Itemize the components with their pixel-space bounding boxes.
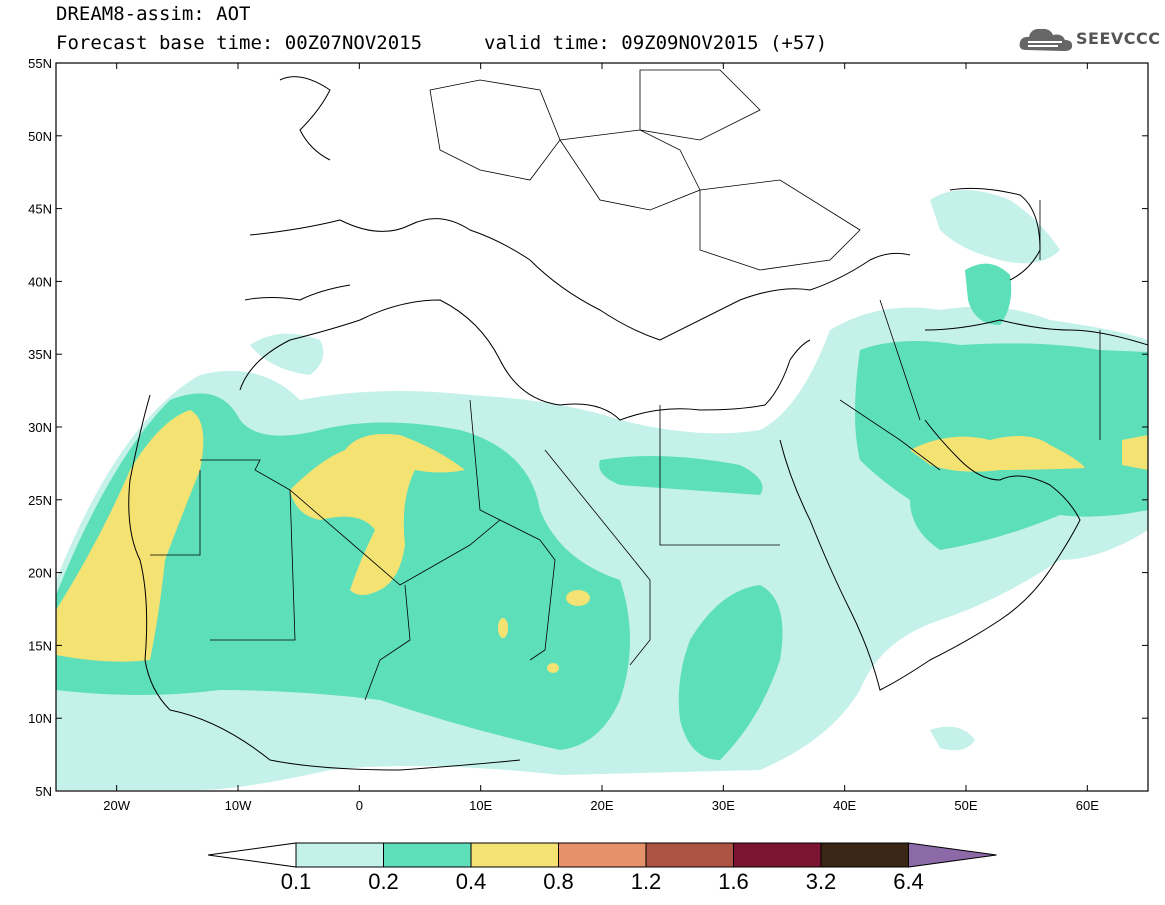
aot-area-0.4: [1122, 435, 1148, 470]
cloud-icon: [1019, 28, 1073, 51]
lat-label: 15N: [28, 638, 52, 653]
logo-text: SEEVCCC: [1076, 29, 1161, 48]
colorbar-under-arrow: [207, 842, 297, 868]
lon-label: 20W: [103, 798, 130, 813]
aot-area-0.4: [498, 618, 508, 638]
lat-label: 45N: [28, 202, 52, 217]
forecast-base-time: Forecast base time: 00Z07NOV2015: [56, 32, 423, 54]
colorbar-swatch: [470, 842, 559, 868]
colorbar-level-label: 0.8: [543, 869, 574, 894]
lon-label: 30E: [712, 798, 735, 813]
aot-area-0.1: [930, 726, 975, 751]
valid-time: valid time: 09Z09NOV2015 (+57): [484, 32, 828, 54]
colorbar-swatch: [645, 842, 734, 868]
aot-area-0.2: [56, 393, 630, 750]
colorbar-swatch: [820, 842, 909, 868]
aot-area-0.1: [250, 333, 324, 375]
colorbar-level-label: 3.2: [806, 869, 837, 894]
lon-label: 10W: [225, 798, 252, 813]
lon-label: 50E: [954, 798, 977, 813]
lat-label: 20N: [28, 566, 52, 581]
colorbar-swatch: [558, 842, 647, 868]
lon-label: 0: [356, 798, 363, 813]
colorbar-over-arrow: [908, 842, 997, 868]
colorbar-swatch: [733, 842, 822, 868]
lat-label: 30N: [28, 420, 52, 435]
aot-area-0.4: [290, 434, 465, 595]
seevccc-logo: SEEVCCC: [1018, 24, 1161, 56]
lon-label: 20E: [590, 798, 613, 813]
aot-field: [56, 69, 1148, 790]
aot-area-0.4: [566, 590, 590, 606]
colorbar-level-label: 1.6: [718, 869, 749, 894]
colorbar-swatch: [383, 842, 472, 868]
lat-label: 50N: [28, 129, 52, 144]
lon-label: 60E: [1076, 798, 1099, 813]
lat-label: 25N: [28, 493, 52, 508]
lat-label: 10N: [28, 711, 52, 726]
colorbar-level-label: 1.2: [631, 869, 662, 894]
lat-label: 35N: [28, 347, 52, 362]
lon-label: 40E: [833, 798, 856, 813]
country-borders: [150, 69, 1101, 701]
aot-area-0.2: [965, 263, 1012, 325]
colorbar: [207, 842, 997, 868]
lat-label: 55N: [28, 56, 52, 71]
aot-area-0.2: [678, 585, 783, 760]
aot-area-0.2: [599, 456, 763, 495]
lat-label: 5N: [35, 784, 52, 799]
colorbar-level-label: 0.1: [281, 869, 312, 894]
coastlines: [128, 76, 1148, 771]
colorbar-level-label: 0.4: [456, 869, 487, 894]
aot-area-0.4: [547, 663, 559, 673]
colorbar-labels: 0.1 0.2 0.4 0.8 1.2 1.6 3.2 6.4: [281, 869, 924, 894]
colorbar-swatch: [295, 842, 384, 868]
aot-area-0.4: [910, 436, 1085, 472]
colorbar-level-label: 0.2: [368, 869, 399, 894]
lon-label: 10E: [469, 798, 492, 813]
latitude-labels: 55N 50N 45N 40N 35N 30N 25N 20N 15N 10N 5N: [28, 56, 52, 799]
aot-area-0.4: [56, 410, 204, 662]
colorbar-level-label: 6.4: [893, 869, 924, 894]
map-title: DREAM8-assim: AOT: [56, 3, 251, 25]
axis-ticks: [56, 62, 1148, 792]
aot-area-0.1: [930, 190, 1060, 264]
longitude-labels: 20W 10W 0 10E 20E 30E 40E 50E 60E: [103, 798, 1099, 813]
lat-label: 40N: [28, 274, 52, 289]
